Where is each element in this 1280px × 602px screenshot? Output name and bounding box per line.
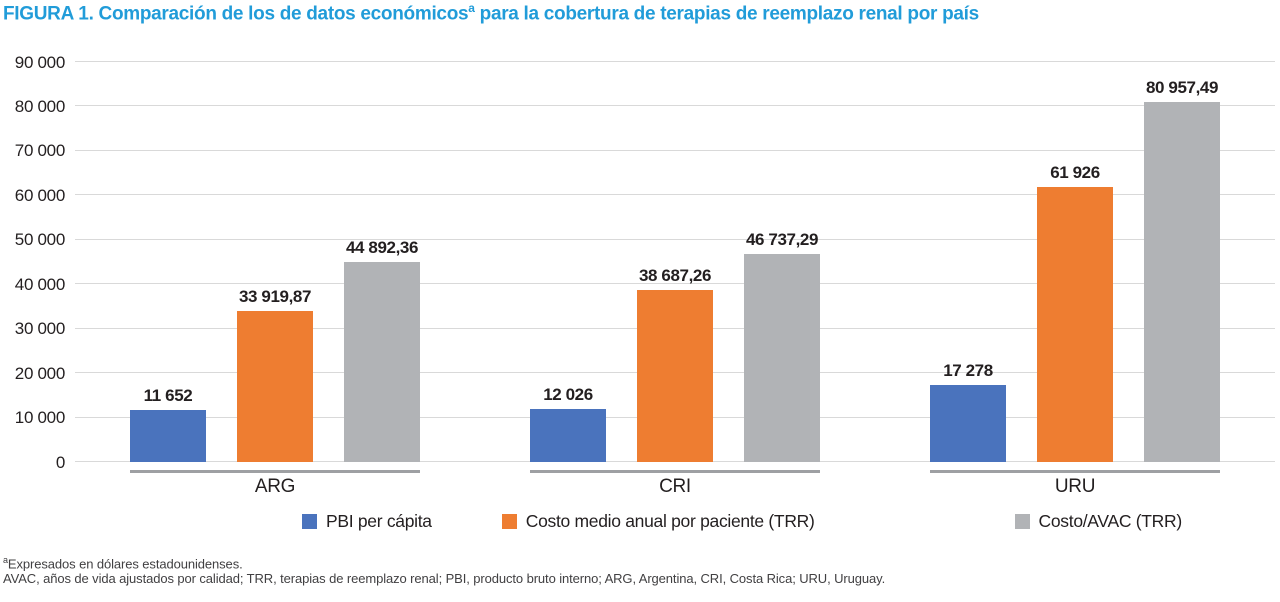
bar-value-label: 11 652 [143,386,193,406]
bar-value-label: 46 737,29 [745,230,819,250]
bar-value-label: 33 919,87 [238,287,312,307]
y-axis-tick-label: 70 000 [14,141,66,161]
bar-uru-series-2: 80 957,49 [1144,78,1220,462]
footnote-line-2: AVAC, años de vida ajustados por calidad… [3,570,886,586]
legend-item: Costo/AVAC (TRR) [1014,511,1183,532]
bar-value-label: 61 926 [1050,162,1100,182]
y-axis-tick-label: 60 000 [14,185,66,205]
bar-uru-series-0: 17 278 [930,361,1006,462]
figure-title-superscript: a [468,1,475,15]
bar-arg-series-0: 11 652 [130,386,206,462]
bar-arg-series-2: 44 892,36 [344,238,420,462]
bar-arg-series-1: 33 919,87 [237,287,313,462]
chart-legend: PBI per cápita Costo medio anual por paci… [0,511,1280,532]
category-label-cri: CRI [659,476,691,497]
bar-group-arg: 11 652 33 919,87 44 892,36 [75,62,475,462]
figure-footnotes: aExpresados en dólares estadounidenses. … [3,553,1273,586]
category-axis-rule [130,470,420,473]
bar-cri-series-2: 46 737,29 [744,230,820,462]
gridline [75,61,1275,62]
bar-value-label: 17 278 [943,361,993,381]
y-axis-tick-label: 90 000 [14,52,66,72]
legend-label: PBI per cápita [326,511,432,531]
bar-group-cri: 12 026 38 687,26 46 737,29 [475,62,875,462]
category-axis-rule [930,470,1220,473]
bar-cri-series-1: 38 687,26 [637,266,713,462]
y-axis-tick-label: 0 [55,452,65,472]
figure-title-text-1: FIGURA 1. Comparación de los de datos ec… [3,3,469,25]
y-axis-tick-label: 40 000 [14,274,66,294]
gridline [75,149,1275,151]
bar-uru-series-1: 61 926 [1037,163,1113,462]
legend-label: Costo/AVAC (TRR) [1038,511,1183,531]
gridline [75,194,1275,196]
category-label-arg: ARG [254,476,296,497]
bar-value-label: 80 957,49 [1145,78,1219,98]
y-axis-tick-label: 20 000 [14,363,66,383]
legend-swatch-icon [1014,514,1030,529]
gridline [75,283,1275,285]
bar-value-label: 12 026 [543,384,593,404]
plot-area: 11 652 33 919,87 44 892,36 12 026 38 687,26 4… [75,61,1275,462]
legend-swatch-icon [302,514,317,529]
y-axis-tick-label: 80 000 [14,96,66,116]
gridline [75,238,1275,240]
legend-item: PBI per cápita [302,511,432,532]
figure-title: FIGURA 1. Comparación de los de datos ec… [3,1,979,25]
category-axis-rule [530,470,820,473]
category-label-uru: URU [1054,476,1096,497]
bar-cri-series-0: 12 026 [530,385,606,462]
legend-swatch-icon [501,514,517,529]
legend-label: Costo medio anual por paciente (TRR) [525,511,815,531]
gridline [75,105,1275,107]
y-axis-tick-label: 30 000 [14,319,66,339]
footnote-line-1: aExpresados en dólares estadounidenses. [3,553,1273,572]
legend-item: Costo medio anual por paciente (TRR) [501,511,815,532]
y-axis-tick-label: 50 000 [14,230,66,250]
bar-value-label: 44 892,36 [345,238,419,258]
bar-value-label: 38 687,26 [638,266,712,286]
bar-chart: 11 652 33 919,87 44 892,36 12 026 38 687,26 4… [14,52,1275,497]
bar-group-uru: 17 278 61 926 80 957,49 [875,62,1275,462]
footnote-superscript: a [3,555,8,565]
figure-title-text-2: para la cobertura de terapias de reempla… [474,3,980,25]
y-axis-tick-label: 10 000 [14,408,66,428]
footnote-text-1: Expresados en dólares estadounidenses. [7,556,243,572]
